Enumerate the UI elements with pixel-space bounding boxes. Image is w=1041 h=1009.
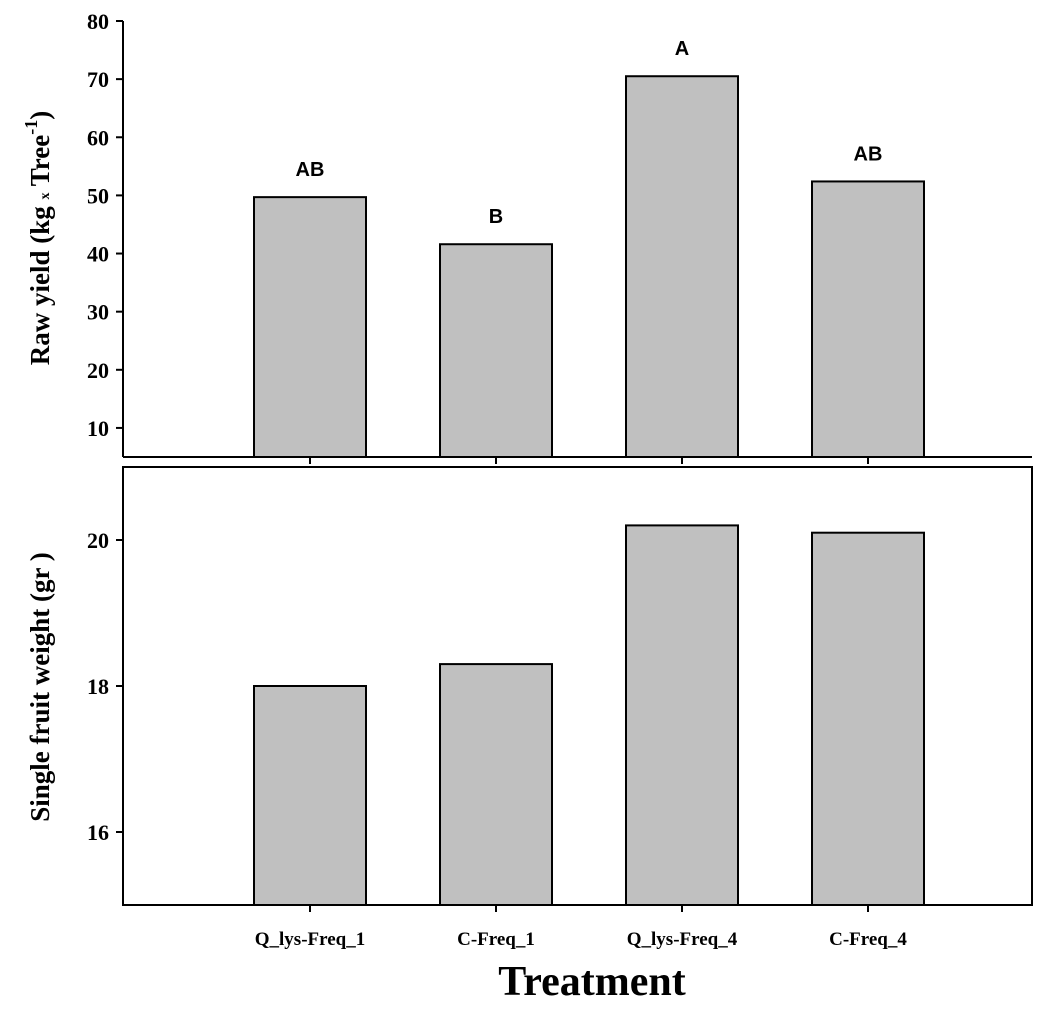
bottom-bar-2 — [439, 663, 553, 906]
bottom-x-tick-label-2: C-Freq_1 — [457, 929, 535, 950]
bottom-x-tick-label-1: Q_lys-Freq_1 — [255, 929, 365, 950]
bottom-x-tick-label-4: C-Freq_4 — [829, 929, 907, 950]
top-significance-label-1: AB — [296, 159, 325, 181]
top-y-tick-label-80: 80 — [87, 9, 109, 34]
top-bar-2 — [439, 243, 553, 458]
top-bar-3 — [625, 75, 739, 459]
top-y-tick-label-30: 30 — [87, 300, 109, 325]
top-y-tick-label-10: 10 — [87, 416, 109, 441]
top-significance-label-4: AB — [854, 143, 883, 165]
bottom-y-tick-label-18: 18 — [87, 674, 109, 699]
top-significance-label-2: B — [489, 206, 503, 228]
top-y-tick-label-50: 50 — [87, 183, 109, 208]
top-y-axis-label: Raw yield (kg x Tree-1) — [21, 111, 55, 366]
bottom-x-tick-label-3: Q_lys-Freq_4 — [627, 929, 738, 950]
top-y-tick-label-60: 60 — [87, 125, 109, 150]
bottom-bar-3 — [625, 524, 739, 907]
top-y-tick-label-20: 20 — [87, 358, 109, 383]
x-axis-label: Treatment — [498, 959, 685, 1004]
top-bar-1 — [253, 196, 367, 458]
bottom-y-axis-label: Single fruit weight (gr ) — [25, 552, 55, 821]
bottom-y-tick-label-20: 20 — [87, 528, 109, 553]
bottom-bar-1 — [253, 685, 367, 906]
top-significance-label-3: A — [675, 38, 689, 60]
top-bar-4 — [811, 180, 925, 458]
top-y-tick-label-40: 40 — [87, 242, 109, 267]
bottom-y-tick-label-16: 16 — [87, 820, 109, 845]
bottom-bar-4 — [811, 531, 925, 906]
top-y-tick-label-70: 70 — [87, 67, 109, 92]
